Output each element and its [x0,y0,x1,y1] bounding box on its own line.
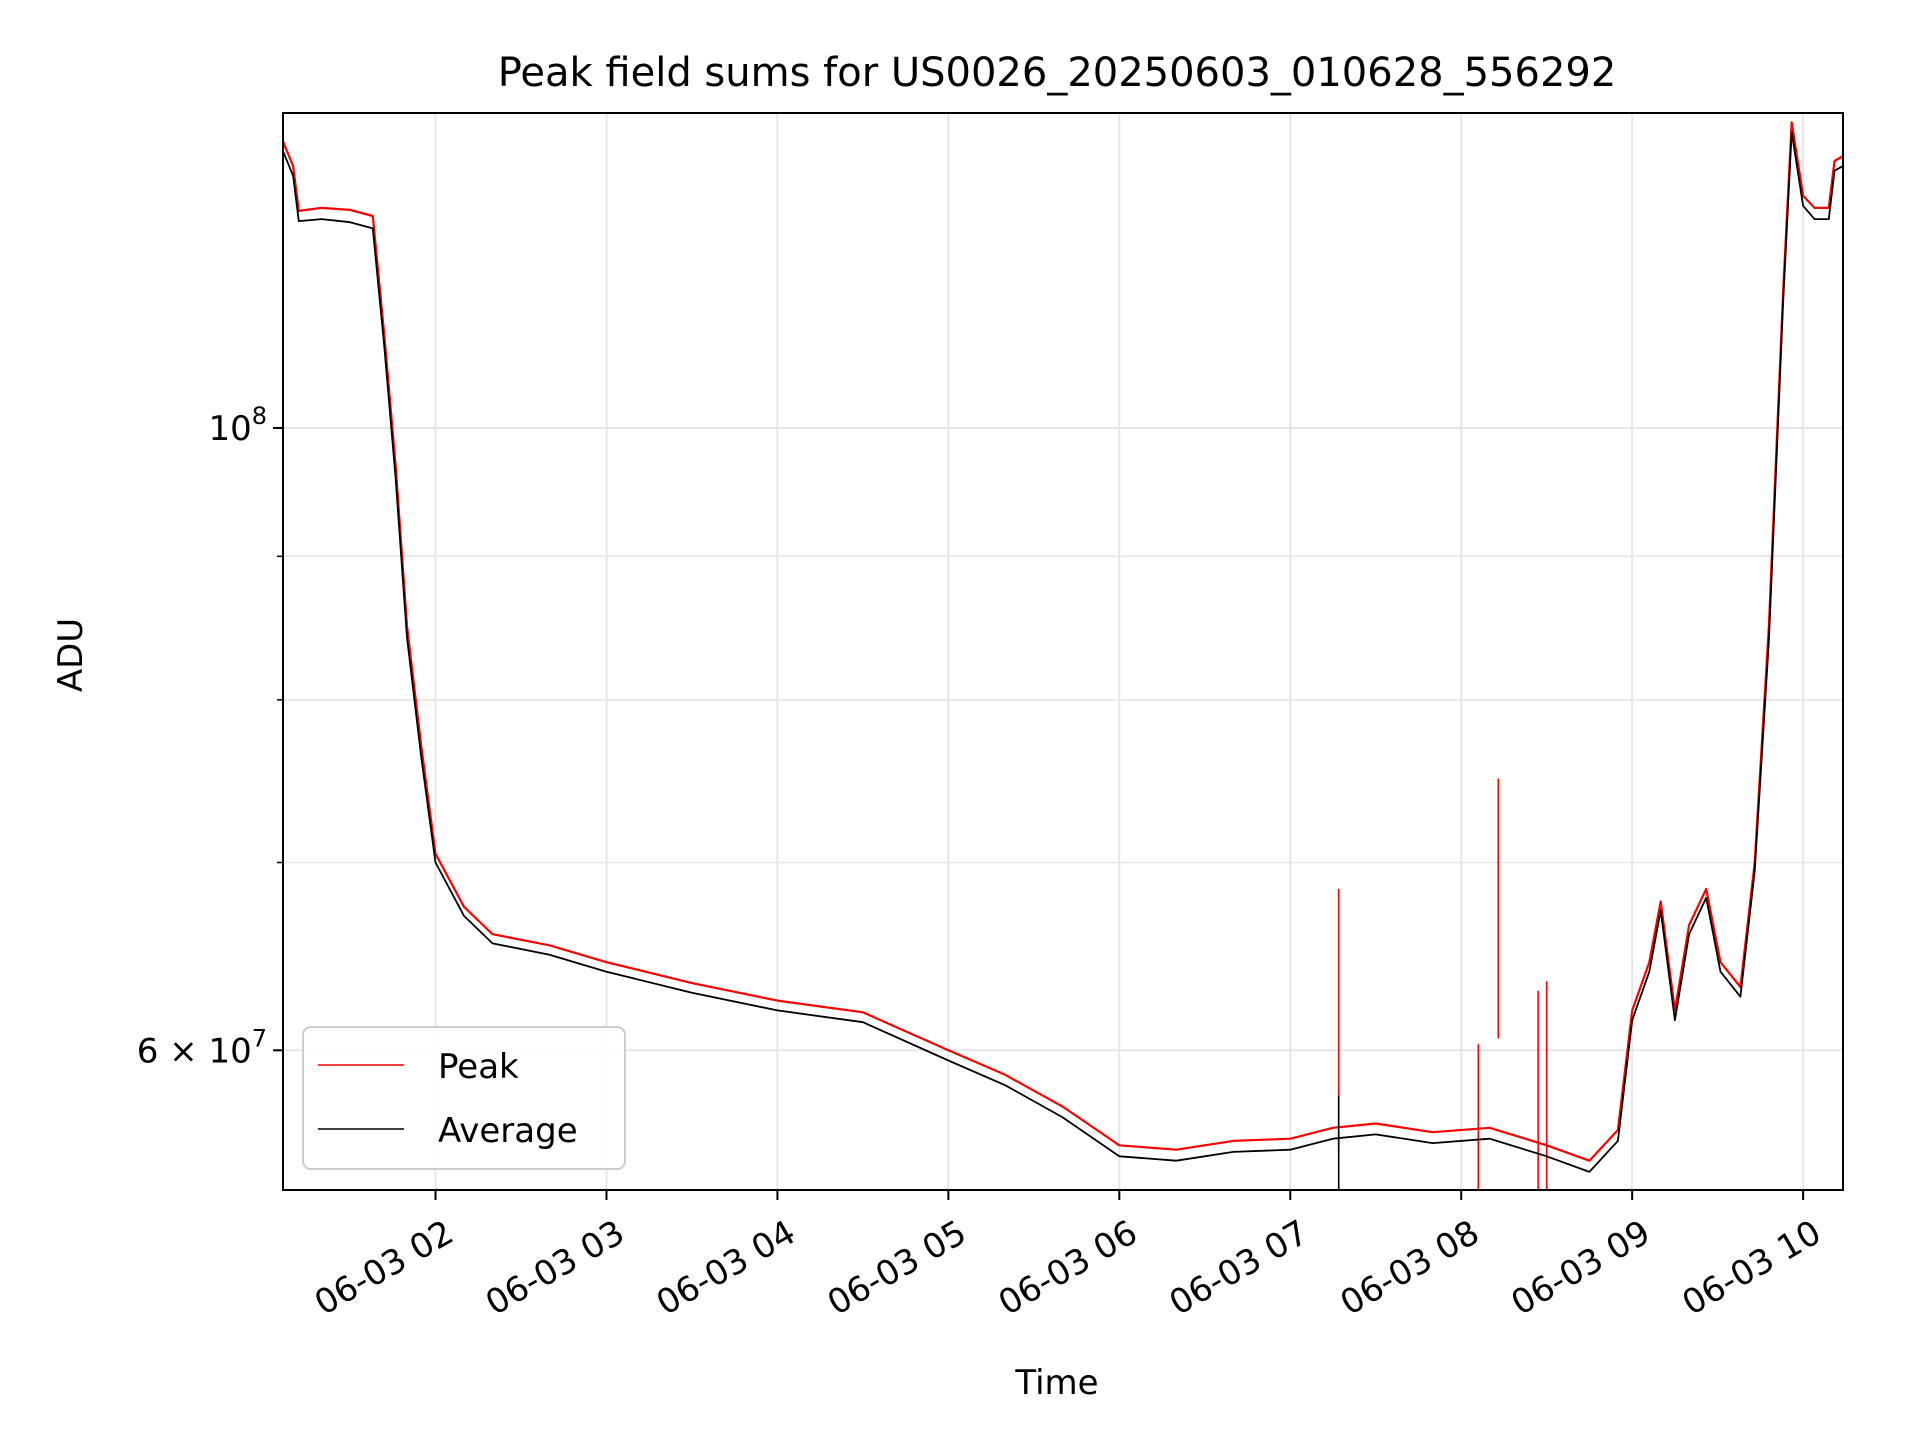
grid-lines [283,113,1843,1190]
legend-label-peak: Peak [438,1047,519,1087]
chart-title: Peak field sums for US0026_20250603_0106… [498,50,1617,96]
y-tick-label-base: 10 [208,409,251,449]
y-tick-label-exponent: 8 [252,402,267,430]
series-clip-group [283,121,1843,1190]
y-axis-ticks: 108 6 × 107 [137,402,283,1071]
y-tick-label: 108 [208,402,267,449]
y-axis-label: ADU [51,618,91,692]
series-line-average [283,131,1843,1173]
y-tick-label-exponent: 7 [252,1024,267,1052]
y-tick-label: 6 × 107 [137,1024,267,1071]
series-layer [283,121,1843,1190]
x-axis-label: Time [1014,1363,1098,1403]
legend-box [302,1026,626,1170]
y-tick-label-base: 6 × 10 [137,1031,252,1071]
plot-frame [282,112,1844,1191]
legend-label-average: Average [438,1111,578,1151]
legend: Peak Average [302,1026,626,1170]
